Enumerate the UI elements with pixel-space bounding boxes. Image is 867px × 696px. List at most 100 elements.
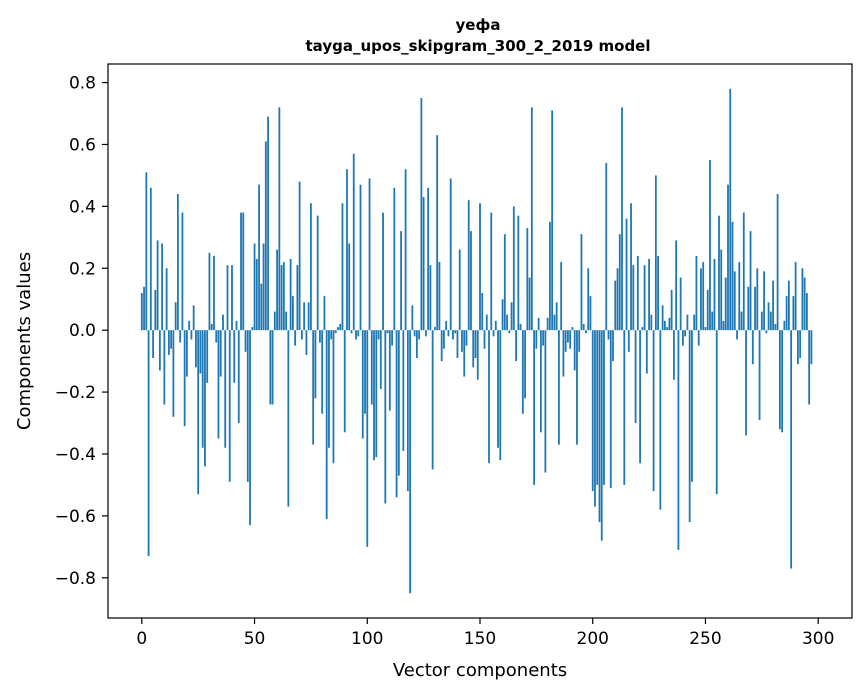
bar — [474, 330, 477, 359]
bar — [246, 330, 249, 482]
bar — [154, 289, 157, 331]
bar — [587, 268, 590, 331]
bar — [794, 262, 797, 331]
bar — [772, 280, 774, 331]
bar — [303, 302, 306, 331]
bar — [282, 262, 285, 331]
bar — [366, 330, 369, 547]
bar — [402, 330, 405, 451]
bar — [727, 184, 729, 331]
bar — [533, 330, 536, 485]
bar — [413, 330, 416, 337]
bar — [447, 330, 450, 337]
bar — [476, 330, 479, 380]
bar — [235, 320, 238, 331]
bar — [285, 311, 288, 331]
bar — [618, 234, 621, 331]
bar — [391, 330, 393, 346]
bar — [163, 330, 166, 405]
bar — [569, 330, 572, 349]
bar — [709, 159, 711, 331]
bar — [343, 330, 346, 433]
bar — [334, 330, 337, 334]
bar — [192, 305, 195, 331]
bar — [249, 330, 251, 526]
bar — [670, 289, 673, 331]
bar — [560, 262, 563, 331]
bar — [499, 330, 502, 461]
bar — [594, 330, 596, 507]
bar — [510, 302, 513, 331]
bar — [535, 330, 538, 349]
bar — [388, 330, 391, 411]
bar — [546, 317, 549, 331]
bar — [217, 330, 220, 439]
bar — [393, 187, 396, 331]
bar — [564, 330, 567, 352]
bar — [289, 258, 292, 331]
bar — [614, 280, 617, 331]
bar — [434, 327, 436, 331]
bar — [438, 262, 441, 331]
bar — [506, 314, 508, 331]
bar — [639, 330, 641, 464]
bar — [449, 178, 452, 331]
bar — [738, 262, 741, 331]
y-tick-label: −0.2 — [55, 383, 96, 403]
y-tick-label: −0.8 — [55, 569, 96, 589]
bar — [208, 252, 211, 331]
bar — [325, 330, 328, 519]
bar — [790, 330, 793, 569]
bar — [321, 330, 324, 414]
bar — [176, 193, 179, 331]
x-tick-label: 250 — [689, 629, 721, 649]
bar — [253, 243, 256, 331]
bar — [186, 330, 188, 377]
bar — [350, 330, 353, 334]
bar — [783, 320, 786, 331]
bar — [161, 243, 164, 331]
bar — [319, 330, 321, 343]
bar — [641, 327, 644, 331]
bar — [555, 302, 558, 331]
bar — [287, 330, 290, 507]
bar — [663, 320, 666, 331]
bar — [314, 330, 317, 399]
bar — [645, 330, 648, 374]
y-axis-ticks: −0.8 −0.6 −0.4 −0.2 0.0 0.2 0.4 0.6 0.8 — [55, 74, 108, 589]
bar — [596, 330, 599, 485]
bar — [756, 268, 759, 331]
bar — [616, 268, 619, 331]
bar — [190, 330, 193, 340]
bar — [603, 330, 605, 485]
bar — [348, 243, 351, 331]
bar — [258, 184, 260, 331]
bar — [763, 271, 765, 331]
bar — [341, 203, 344, 331]
bar — [679, 277, 682, 331]
bar — [528, 277, 531, 331]
bar — [172, 330, 175, 417]
bar — [609, 330, 612, 489]
bar — [605, 163, 608, 331]
bar — [330, 330, 333, 340]
bar — [668, 317, 671, 331]
bar — [361, 330, 364, 439]
bar — [778, 330, 781, 430]
bar — [465, 330, 468, 346]
bar — [224, 330, 227, 448]
bar — [201, 330, 204, 448]
bar — [143, 286, 145, 331]
bar — [443, 330, 445, 349]
bar — [422, 197, 425, 331]
bar — [228, 330, 231, 482]
bar — [165, 268, 168, 331]
bar — [799, 330, 802, 359]
bar — [591, 330, 594, 492]
bar — [621, 107, 623, 331]
bar — [452, 330, 454, 340]
bar — [145, 172, 148, 331]
bar — [562, 330, 565, 377]
bar — [197, 330, 200, 495]
bar — [269, 330, 272, 405]
